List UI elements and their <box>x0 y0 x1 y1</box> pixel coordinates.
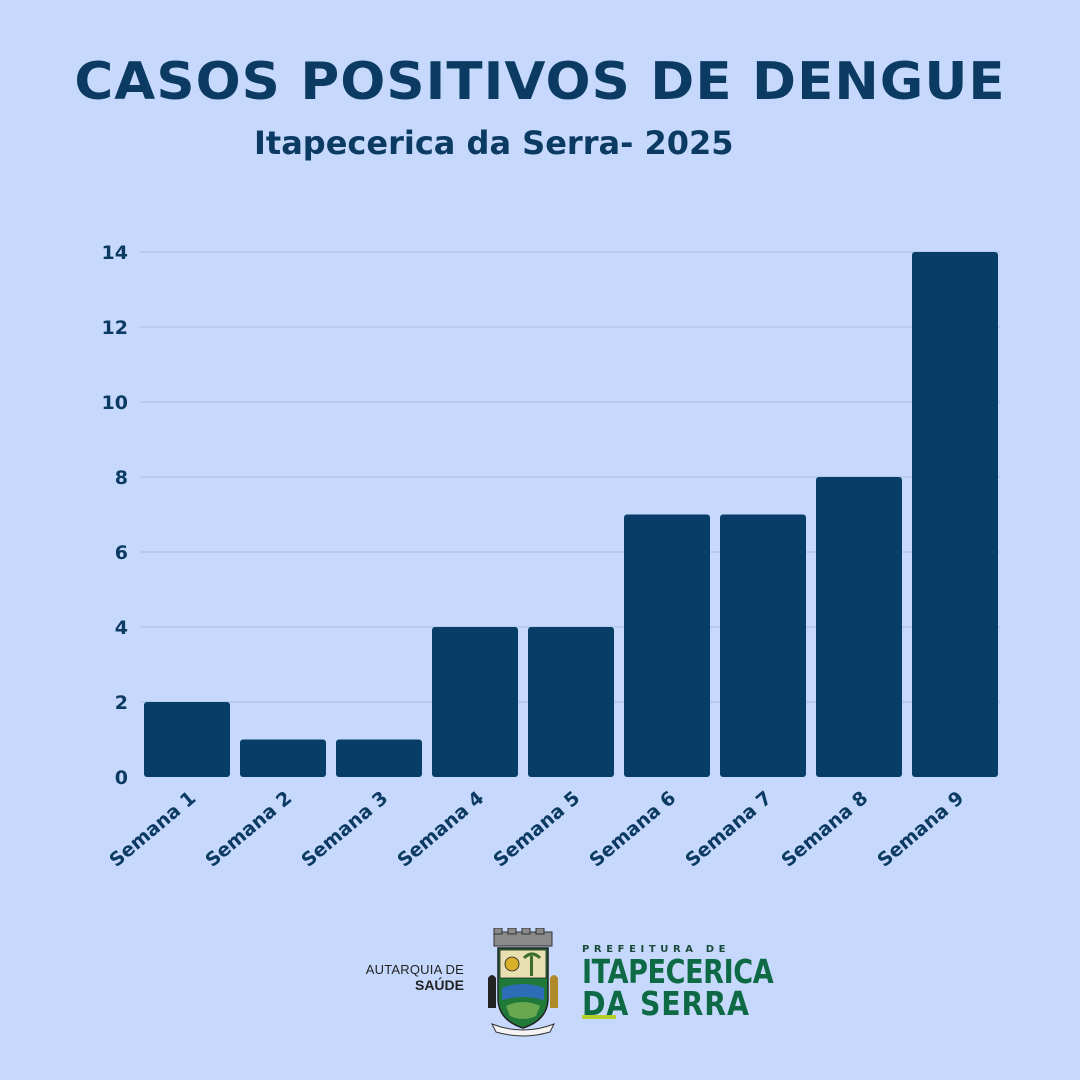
prefeitura-accent-bar <box>582 1015 616 1019</box>
x-tick-label: Semana 9 <box>873 787 968 872</box>
y-tick-label: 8 <box>115 467 128 489</box>
bars <box>144 252 998 777</box>
bar <box>432 627 518 777</box>
bar <box>240 739 326 777</box>
x-tick-label: Semana 4 <box>393 787 488 872</box>
autarquia-line2: SAÚDE <box>414 977 464 993</box>
bar <box>528 627 614 777</box>
y-tick-label: 2 <box>115 692 128 714</box>
autarquia-label: AUTARQUIA DE SAÚDE <box>340 962 464 993</box>
y-axis-ticks: 0 2 4 6 8 10 12 14 <box>102 242 128 789</box>
bar <box>816 477 902 777</box>
x-tick-label: Semana 2 <box>201 787 296 872</box>
y-tick-label: 10 <box>102 392 128 414</box>
y-tick-label: 14 <box>102 242 128 264</box>
bar <box>720 514 806 777</box>
x-axis-labels: Semana 1 Semana 2 Semana 3 Semana 4 Semana 5… <box>105 787 968 872</box>
city-crest-icon <box>488 928 558 1037</box>
bar <box>912 252 998 777</box>
chart-subtitle: Itapecerica da Serra- 2025 <box>254 124 734 162</box>
prefeitura-line1: ITAPECERICA <box>582 952 774 991</box>
bar <box>336 739 422 777</box>
x-tick-label: Semana 6 <box>585 787 680 872</box>
bar <box>144 702 230 777</box>
x-tick-label: Semana 7 <box>681 787 776 872</box>
autarquia-line1: AUTARQUIA DE <box>365 962 464 977</box>
x-tick-label: Semana 8 <box>777 787 872 872</box>
x-tick-label: Semana 3 <box>297 787 392 872</box>
prefeitura-small-label: PREFEITURA DE <box>582 944 731 955</box>
x-tick-label: Semana 1 <box>105 787 200 872</box>
bar <box>624 514 710 777</box>
y-tick-label: 12 <box>102 317 128 339</box>
y-tick-label: 0 <box>115 767 128 789</box>
chart-title: CASOS POSITIVOS DE DENGUE <box>74 52 1006 112</box>
y-tick-label: 4 <box>115 617 128 639</box>
prefeitura-logo: PREFEITURA DE ITAPECERICA DA SERRA <box>582 944 815 1023</box>
x-tick-label: Semana 5 <box>489 787 584 872</box>
prefeitura-line2: DA SERRA <box>582 984 750 1023</box>
y-tick-label: 6 <box>115 542 128 564</box>
